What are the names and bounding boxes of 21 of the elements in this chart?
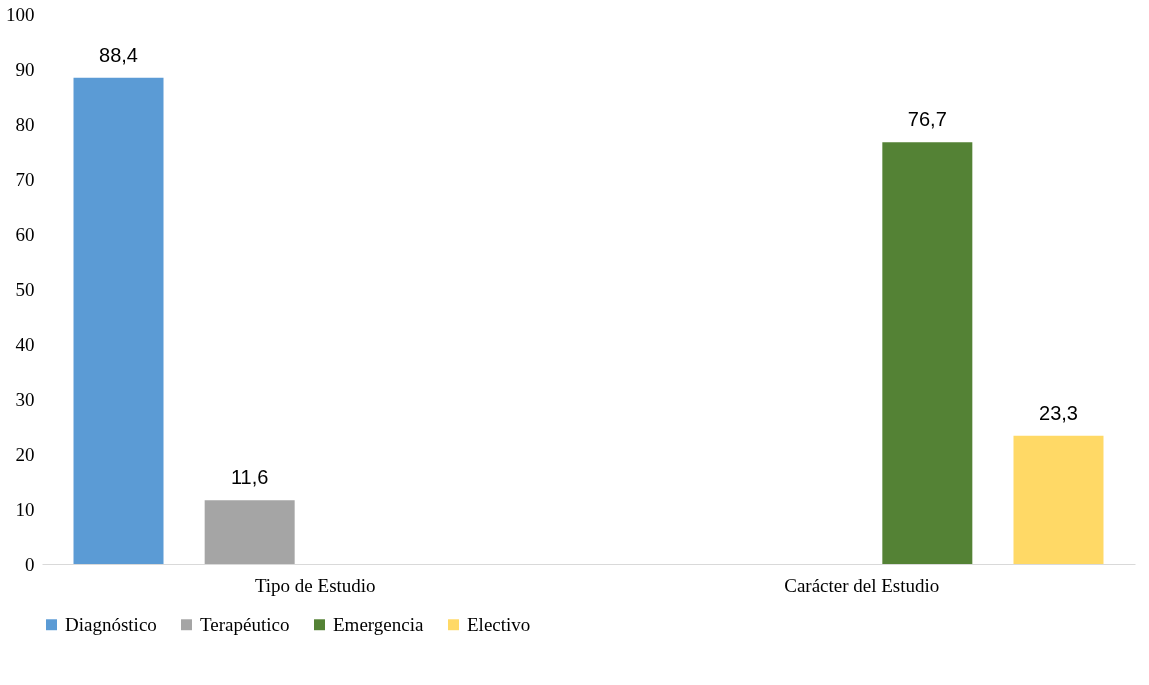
legend-label: Terapéutico	[200, 613, 290, 635]
data-label: 23,3	[1039, 401, 1078, 424]
x-tick-label: Tipo de Estudio	[254, 574, 376, 596]
legend-label: Diagnóstico	[65, 613, 157, 635]
legend-label: Emergencia	[333, 613, 424, 635]
y-tick-label: 30	[15, 388, 35, 410]
data-label: 11,6	[230, 466, 269, 489]
y-tick-label: 60	[15, 223, 35, 245]
y-tick-label: 90	[15, 58, 35, 80]
y-tick-label: 50	[15, 278, 35, 300]
legend-label: Electivo	[467, 613, 531, 635]
y-tick-label: 0	[25, 553, 35, 575]
y-tick-label: 10	[15, 498, 35, 520]
data-label: 88,4	[99, 43, 138, 66]
data-label: 76,7	[907, 108, 947, 131]
y-tick-label: 100	[6, 3, 35, 25]
y-tick-label: 40	[15, 333, 35, 355]
y-tick-label: 70	[15, 168, 35, 190]
y-tick-label: 80	[15, 113, 35, 135]
y-tick-label: 20	[15, 443, 35, 465]
x-tick-label: Carácter del Estudio	[784, 574, 940, 596]
